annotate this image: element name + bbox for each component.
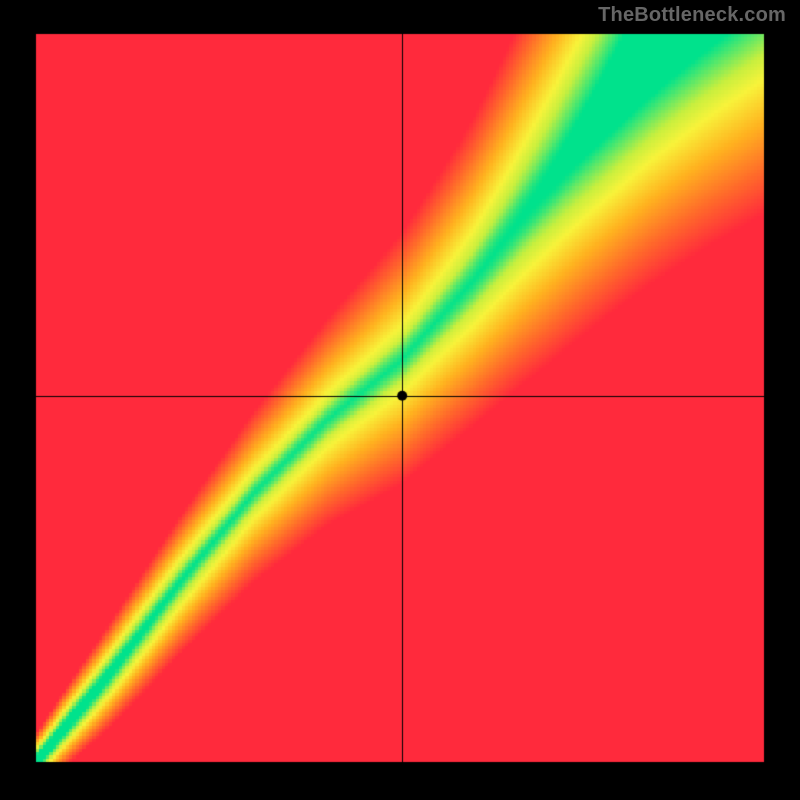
heatmap-canvas (0, 0, 800, 800)
chart-container: TheBottleneck.com (0, 0, 800, 800)
watermark-text: TheBottleneck.com (598, 4, 786, 27)
